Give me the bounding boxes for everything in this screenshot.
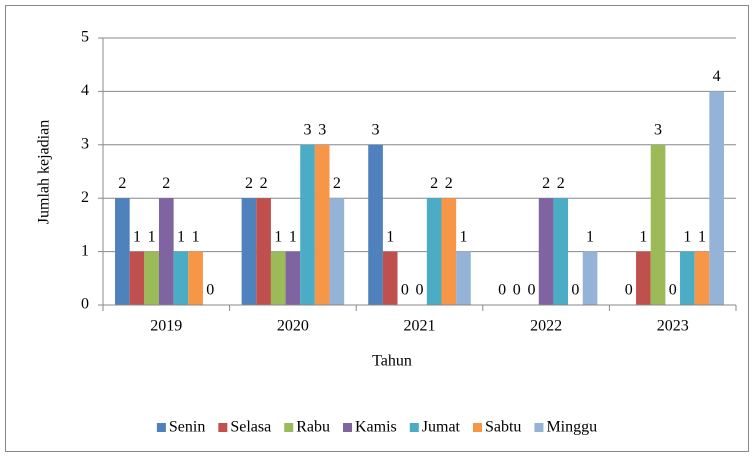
- legend-swatch: [156, 423, 166, 432]
- x-tick-label: 2023: [657, 318, 689, 335]
- bar: [300, 144, 315, 305]
- y-tick-label: 1: [81, 242, 89, 259]
- y-tick-label: 2: [81, 189, 89, 206]
- value-label: 1: [459, 228, 467, 245]
- value-label: 2: [245, 175, 253, 192]
- value-label: 1: [698, 228, 706, 245]
- bar: [158, 198, 174, 305]
- legend-swatch: [342, 423, 352, 432]
- legend-swatch: [534, 423, 544, 432]
- value-label: 1: [289, 228, 297, 245]
- bar: [709, 91, 724, 306]
- bar: [650, 144, 666, 305]
- bar: [426, 198, 442, 305]
- bar: [115, 198, 130, 305]
- bar: [382, 251, 398, 305]
- value-label: 0: [498, 282, 506, 299]
- legend-swatch: [284, 423, 294, 432]
- legend-label: Senin: [169, 419, 205, 436]
- y-tick-label: 4: [81, 82, 89, 99]
- bar: [538, 198, 554, 305]
- legend-swatch: [218, 423, 228, 432]
- bar: [456, 251, 471, 305]
- bar: [173, 251, 189, 305]
- bar: [241, 198, 257, 305]
- bar: [680, 251, 695, 305]
- legend-label: Sabtu: [485, 419, 521, 436]
- bar: [270, 251, 286, 305]
- bar: [256, 198, 271, 305]
- value-label: 2: [118, 175, 126, 192]
- y-axis-title: Jumlah kejadian: [36, 120, 53, 224]
- value-label: 0: [571, 282, 579, 299]
- value-label: 3: [318, 121, 326, 138]
- y-tick-label: 5: [81, 29, 89, 46]
- value-label: 0: [625, 282, 633, 299]
- bar: [285, 251, 301, 305]
- value-label: 2: [542, 175, 550, 192]
- legend-label: Kamis: [355, 419, 397, 436]
- value-label: 1: [639, 228, 647, 245]
- value-label: 0: [669, 282, 677, 299]
- value-label: 3: [304, 121, 312, 138]
- bar: [129, 251, 145, 305]
- bar: [636, 251, 651, 305]
- legend-label: Rabu: [296, 419, 330, 436]
- bar: [553, 198, 569, 305]
- value-label: 0: [206, 282, 214, 299]
- bar: [314, 144, 330, 305]
- bar: [144, 251, 159, 305]
- bar: [188, 251, 203, 305]
- value-label: 1: [177, 228, 185, 245]
- value-label: 2: [430, 175, 438, 192]
- value-label: 0: [527, 282, 535, 299]
- value-label: 3: [372, 121, 380, 138]
- bar: [582, 251, 598, 305]
- bar: [694, 251, 710, 305]
- legend-label: Selasa: [230, 419, 271, 436]
- value-label: 2: [333, 175, 341, 192]
- value-label: 1: [683, 228, 691, 245]
- value-label: 1: [133, 228, 141, 245]
- value-label: 3: [654, 121, 662, 138]
- x-tick-label: 2021: [404, 318, 436, 335]
- x-axis-title: Tahun: [372, 353, 412, 370]
- bar: [329, 198, 345, 305]
- value-label: 2: [162, 175, 170, 192]
- value-label: 4: [713, 68, 721, 85]
- y-tick-label: 3: [81, 135, 89, 152]
- value-label: 2: [445, 175, 453, 192]
- value-label: 1: [386, 228, 394, 245]
- legend-swatch: [472, 423, 482, 432]
- bar: [368, 144, 383, 305]
- value-label: 0: [513, 282, 521, 299]
- legend-label: Jumat: [422, 419, 461, 436]
- value-label: 1: [148, 228, 156, 245]
- value-label: 1: [192, 228, 200, 245]
- legend-label: Minggu: [546, 419, 597, 436]
- y-tick-label: 0: [81, 296, 89, 313]
- value-label: 2: [557, 175, 565, 192]
- x-tick-label: 2022: [530, 318, 562, 335]
- value-label: 2: [260, 175, 268, 192]
- value-label: 0: [401, 282, 409, 299]
- value-label: 0: [416, 282, 424, 299]
- legend-swatch: [409, 423, 419, 432]
- x-tick-label: 2019: [150, 318, 182, 335]
- value-label: 1: [586, 228, 594, 245]
- value-label: 1: [274, 228, 282, 245]
- bar: [441, 198, 457, 305]
- x-tick-label: 2020: [277, 318, 309, 335]
